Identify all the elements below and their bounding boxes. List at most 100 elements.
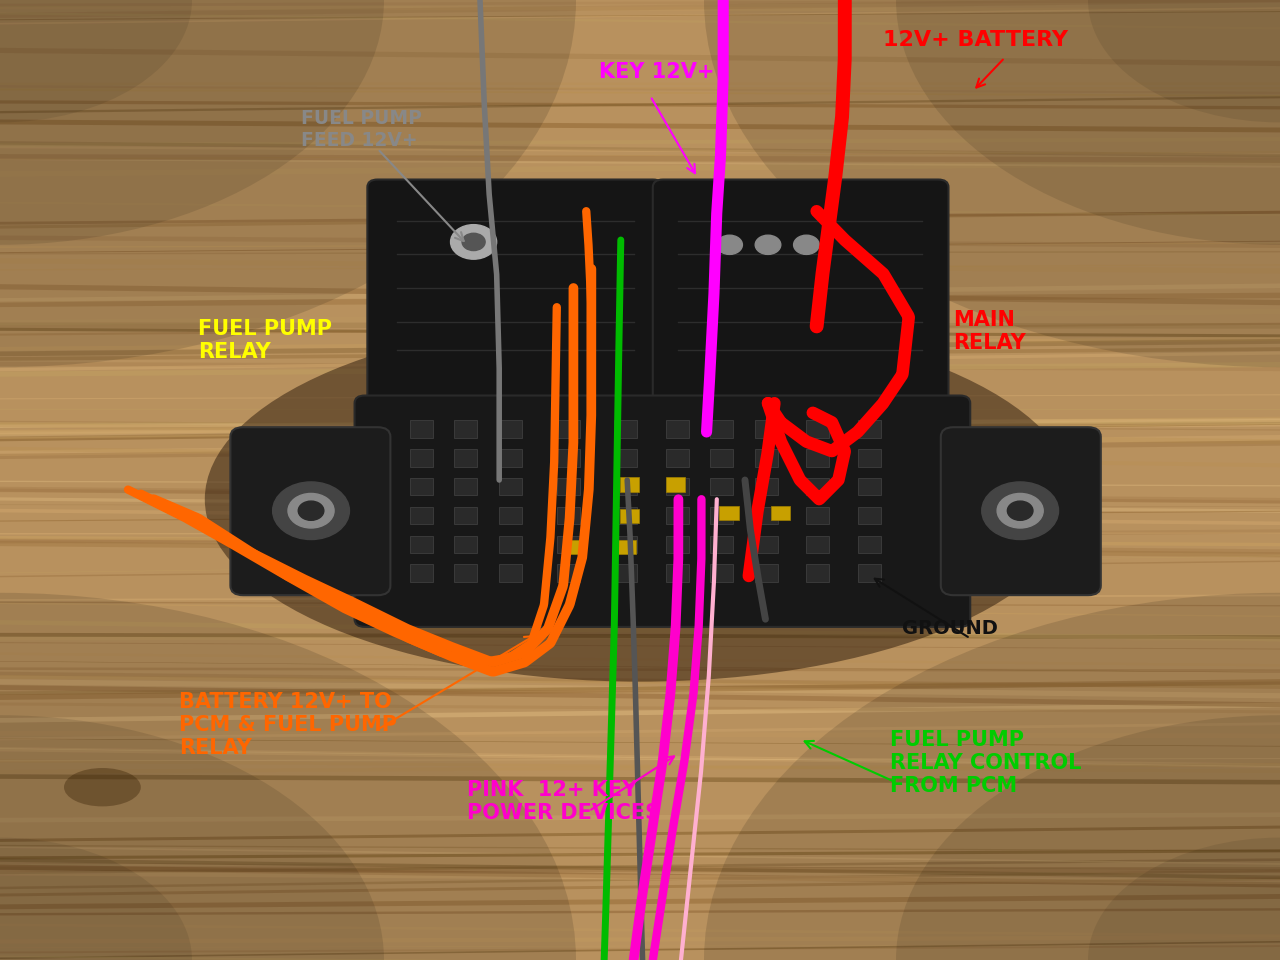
Bar xyxy=(806,420,829,438)
Text: 12V+ BATTERY: 12V+ BATTERY xyxy=(883,31,1069,50)
Bar xyxy=(755,536,778,553)
Circle shape xyxy=(794,235,819,254)
FancyBboxPatch shape xyxy=(653,180,948,420)
Bar xyxy=(806,449,829,467)
Bar xyxy=(410,478,433,495)
FancyBboxPatch shape xyxy=(230,427,390,595)
Bar xyxy=(710,420,733,438)
Bar xyxy=(499,507,522,524)
Bar xyxy=(858,449,881,467)
Ellipse shape xyxy=(0,0,384,245)
Bar xyxy=(454,449,477,467)
Bar xyxy=(557,420,580,438)
Bar xyxy=(614,564,637,582)
Bar xyxy=(620,509,639,523)
Circle shape xyxy=(298,501,324,520)
Bar xyxy=(557,536,580,553)
Text: FUEL PUMP
FEED 12V+: FUEL PUMP FEED 12V+ xyxy=(301,109,421,150)
Ellipse shape xyxy=(704,592,1280,960)
Bar xyxy=(710,507,733,524)
Text: GROUND: GROUND xyxy=(902,619,998,638)
Bar xyxy=(557,507,580,524)
Ellipse shape xyxy=(704,0,1280,368)
Bar xyxy=(858,478,881,495)
Ellipse shape xyxy=(205,317,1075,682)
Bar xyxy=(666,478,689,495)
FancyBboxPatch shape xyxy=(355,396,970,627)
Bar xyxy=(617,540,636,554)
Bar xyxy=(499,536,522,553)
Circle shape xyxy=(755,235,781,254)
Bar xyxy=(858,564,881,582)
Ellipse shape xyxy=(1088,0,1280,122)
Bar xyxy=(666,564,689,582)
Bar xyxy=(454,478,477,495)
Bar xyxy=(557,449,580,467)
Bar xyxy=(566,540,585,554)
Circle shape xyxy=(717,235,742,254)
Ellipse shape xyxy=(0,0,192,122)
Bar xyxy=(666,477,685,492)
Bar xyxy=(666,449,689,467)
Bar xyxy=(410,536,433,553)
Bar xyxy=(454,507,477,524)
Ellipse shape xyxy=(896,0,1280,245)
Ellipse shape xyxy=(0,0,576,368)
Bar xyxy=(806,478,829,495)
Bar xyxy=(755,564,778,582)
Bar xyxy=(410,507,433,524)
Bar xyxy=(806,564,829,582)
Bar xyxy=(755,420,778,438)
Bar xyxy=(614,420,637,438)
Bar xyxy=(454,536,477,553)
Bar xyxy=(806,536,829,553)
Bar xyxy=(614,507,637,524)
Ellipse shape xyxy=(0,837,192,960)
Bar xyxy=(719,506,739,520)
Circle shape xyxy=(288,493,334,528)
Bar xyxy=(710,536,733,553)
Ellipse shape xyxy=(896,715,1280,960)
Bar xyxy=(410,449,433,467)
Bar xyxy=(771,506,790,520)
Bar xyxy=(755,449,778,467)
Ellipse shape xyxy=(64,768,141,806)
Bar xyxy=(499,420,522,438)
Bar xyxy=(614,536,637,553)
Circle shape xyxy=(273,482,349,540)
Bar xyxy=(499,564,522,582)
Text: MAIN
RELAY: MAIN RELAY xyxy=(954,309,1027,353)
Bar xyxy=(454,564,477,582)
Bar xyxy=(666,536,689,553)
Bar xyxy=(858,420,881,438)
Circle shape xyxy=(997,493,1043,528)
Text: FUEL PUMP
RELAY CONTROL
FROM PCM: FUEL PUMP RELAY CONTROL FROM PCM xyxy=(890,730,1082,797)
Bar xyxy=(755,507,778,524)
Bar xyxy=(410,564,433,582)
Bar xyxy=(614,478,637,495)
Text: PINK  12+ KEY
POWER DEVICES: PINK 12+ KEY POWER DEVICES xyxy=(467,780,660,823)
Bar xyxy=(666,507,689,524)
Circle shape xyxy=(1007,501,1033,520)
Bar xyxy=(557,564,580,582)
Bar xyxy=(858,507,881,524)
Bar xyxy=(499,449,522,467)
Circle shape xyxy=(982,482,1059,540)
Bar xyxy=(710,449,733,467)
Bar xyxy=(557,478,580,495)
Circle shape xyxy=(462,233,485,251)
Text: KEY 12V+: KEY 12V+ xyxy=(599,62,714,82)
Bar xyxy=(499,478,522,495)
Bar xyxy=(410,420,433,438)
Bar xyxy=(454,420,477,438)
Bar xyxy=(858,536,881,553)
Ellipse shape xyxy=(0,592,576,960)
FancyBboxPatch shape xyxy=(367,180,663,420)
Circle shape xyxy=(451,225,497,259)
Bar xyxy=(666,420,689,438)
Ellipse shape xyxy=(0,715,384,960)
Bar xyxy=(614,449,637,467)
FancyBboxPatch shape xyxy=(941,427,1101,595)
Text: BATTERY 12V+ TO
PCM & FUEL PUMP
RELAY: BATTERY 12V+ TO PCM & FUEL PUMP RELAY xyxy=(179,691,397,758)
Ellipse shape xyxy=(1088,837,1280,960)
